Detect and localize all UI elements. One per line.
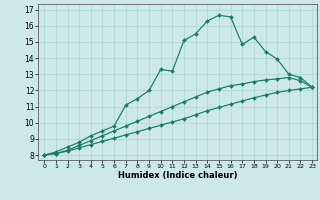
- X-axis label: Humidex (Indice chaleur): Humidex (Indice chaleur): [118, 171, 237, 180]
